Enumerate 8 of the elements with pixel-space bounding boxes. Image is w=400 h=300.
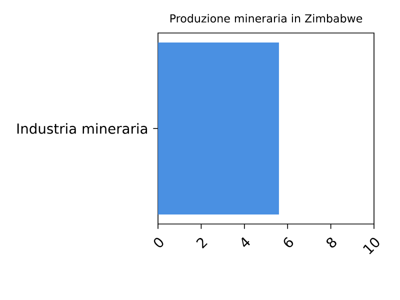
chart-title: Produzione mineraria in Zimbabwe (170, 14, 362, 23)
x-tick-label: 6 (284, 237, 294, 248)
x-tick-label: 4 (242, 237, 250, 247)
x-tick-label: 8 (326, 238, 336, 248)
x-tick-label: 2 (196, 238, 208, 249)
x-tick-label: 0 (154, 238, 164, 248)
y-tick-label: Industria mineraria (17, 123, 148, 134)
x-tick-label: 10 (363, 238, 380, 254)
